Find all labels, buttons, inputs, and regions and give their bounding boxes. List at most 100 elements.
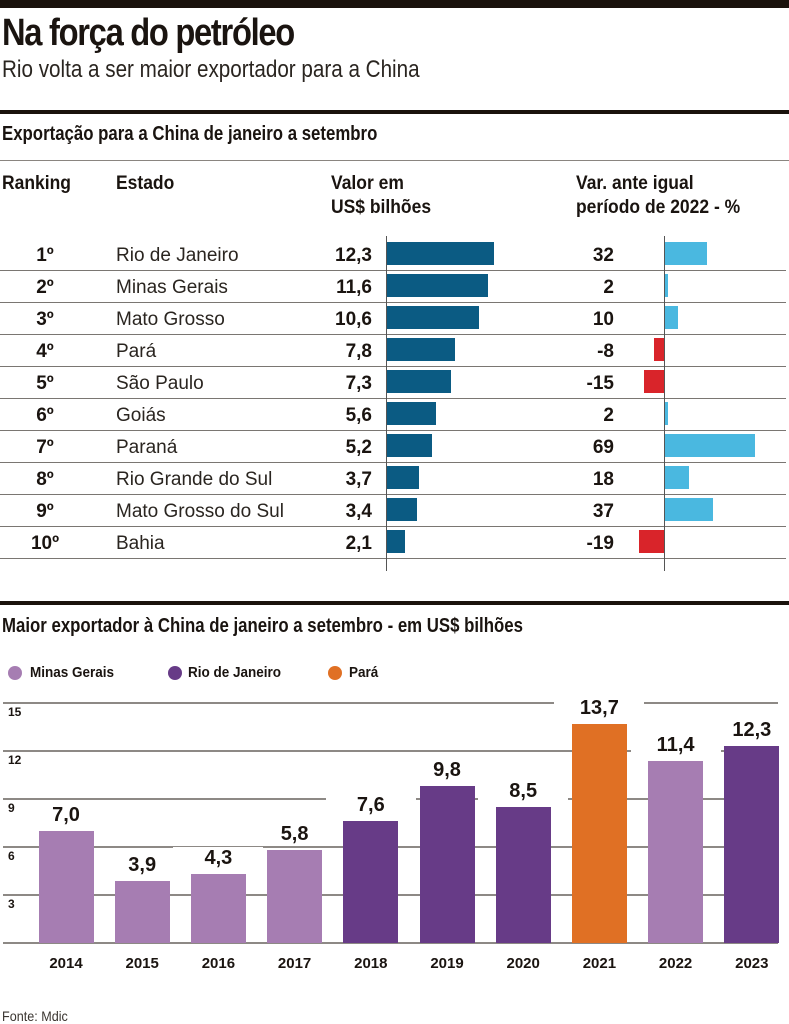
value-axis — [386, 236, 387, 571]
bar-2020 — [495, 807, 551, 943]
row-divider — [0, 270, 786, 271]
rank-cell: 2º — [36, 277, 54, 298]
value-cell: 12,3 — [335, 245, 372, 266]
row-divider — [0, 302, 786, 303]
variation-bar-negative — [639, 530, 664, 553]
variation-bar-positive — [665, 466, 689, 489]
bar-2018 — [343, 821, 399, 943]
row-divider — [0, 494, 786, 495]
bar-value-label: 7,0 — [21, 804, 111, 827]
variation-cell: -15 — [586, 373, 614, 394]
legend-label-minas-gerais: Minas Gerais — [30, 664, 115, 681]
bar-2021 — [571, 723, 627, 943]
variation-cell: -8 — [597, 341, 614, 362]
state-cell: Mato Grosso — [116, 309, 225, 330]
col-header-var-1: Var. ante igual — [576, 173, 694, 194]
variation-cell: 2 — [603, 405, 614, 426]
bar-value-label: 12,3 — [706, 719, 789, 743]
legend-swatch-minas-gerais — [8, 666, 22, 680]
value-bar — [387, 530, 406, 553]
rank-cell: 3º — [36, 309, 54, 330]
y-tick-label: 9 — [8, 801, 15, 815]
bar-value-label: 3,9 — [97, 853, 188, 877]
table-top-rule — [0, 160, 789, 161]
col-header-estado: Estado — [116, 173, 175, 194]
col-header-ranking: Ranking — [2, 173, 71, 194]
x-tick-label: 2016 — [201, 955, 236, 972]
legend-label-para: Pará — [349, 664, 379, 681]
x-tick-label: 2022 — [658, 955, 693, 972]
row-divider — [0, 334, 786, 335]
value-bar — [387, 306, 480, 329]
variation-cell: 37 — [592, 501, 614, 522]
value-cell: 7,3 — [345, 373, 372, 394]
gridline — [3, 750, 778, 752]
bar-2014 — [38, 831, 94, 943]
rank-cell: 5º — [36, 373, 54, 394]
gridline — [3, 702, 778, 704]
state-cell: Minas Gerais — [116, 277, 228, 298]
value-bar — [387, 370, 451, 393]
value-bar — [387, 466, 420, 489]
value-cell: 3,7 — [345, 469, 372, 490]
value-cell: 11,6 — [336, 277, 372, 298]
value-cell: 5,2 — [345, 437, 372, 458]
legend-swatch-para — [328, 666, 342, 680]
value-bar — [387, 434, 433, 457]
page-subtitle: Rio volta a ser maior exportador para a … — [2, 56, 420, 83]
variation-cell: -19 — [586, 533, 614, 554]
row-divider — [0, 526, 786, 527]
variation-bar-positive — [665, 242, 707, 265]
y-tick-label: 15 — [8, 705, 22, 719]
y-tick-label: 12 — [8, 753, 22, 767]
table-title: Exportação para a China de janeiro a set… — [2, 123, 378, 145]
value-cell: 2,1 — [345, 533, 372, 554]
value-bar — [387, 242, 494, 265]
value-bar — [387, 402, 436, 425]
state-cell: Rio Grande do Sul — [116, 469, 273, 490]
legend-label-rio-de-janeiro: Rio de Janeiro — [188, 664, 282, 681]
bar-2015 — [114, 880, 170, 943]
rank-cell: 8º — [36, 469, 54, 490]
state-cell: Rio de Janeiro — [116, 245, 239, 266]
col-header-valor-1: Valor em — [331, 173, 404, 194]
x-tick-label: 2020 — [506, 955, 540, 972]
bar-value-label: 5,8 — [249, 823, 340, 847]
col-header-valor-2: US$ bilhões — [331, 197, 432, 218]
bar-2016 — [190, 874, 246, 943]
row-divider — [0, 558, 786, 559]
bar-2023 — [724, 746, 780, 943]
variation-cell: 2 — [603, 277, 614, 298]
value-cell: 10,6 — [335, 309, 372, 330]
page-title: Na força do petróleo — [2, 12, 295, 54]
variation-cell: 69 — [592, 437, 614, 458]
x-tick-label: 2017 — [277, 955, 312, 972]
col-header-var-2: período de 2022 - % — [576, 197, 741, 218]
value-bar — [387, 274, 488, 297]
variation-axis — [664, 236, 665, 571]
x-tick-label: 2023 — [735, 955, 769, 972]
section-divider-2 — [0, 601, 789, 605]
value-bar — [387, 498, 417, 521]
value-cell: 5,6 — [345, 405, 372, 426]
x-tick-label: 2019 — [430, 955, 464, 972]
variation-bar-negative — [644, 370, 664, 393]
bar-value-label: 11,4 — [630, 733, 721, 757]
variation-bar-positive — [665, 402, 668, 425]
variation-bar-positive — [665, 274, 668, 297]
rank-cell: 6º — [36, 405, 54, 426]
state-cell: Paraná — [116, 437, 178, 458]
x-tick-label: 2014 — [49, 955, 83, 972]
state-cell: Goiás — [116, 405, 166, 426]
variation-bar-positive — [665, 306, 679, 329]
row-divider — [0, 366, 786, 367]
value-cell: 3,4 — [345, 501, 372, 522]
value-cell: 7,8 — [345, 341, 372, 362]
variation-cell: 10 — [592, 309, 614, 330]
y-tick-label: 6 — [8, 849, 15, 863]
x-tick-label: 2018 — [354, 955, 388, 972]
row-divider — [0, 430, 786, 431]
state-cell: Mato Grosso do Sul — [116, 501, 284, 522]
y-tick-label: 3 — [8, 897, 15, 911]
rank-cell: 7º — [36, 437, 54, 458]
